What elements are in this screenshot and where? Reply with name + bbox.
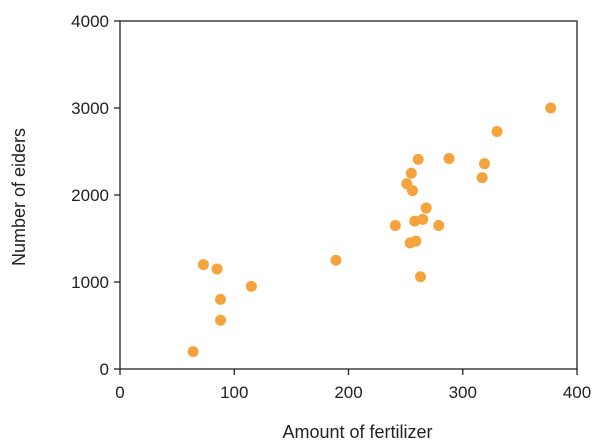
x-tick-label: 300 xyxy=(449,383,477,402)
y-tick-label: 0 xyxy=(100,360,109,379)
data-point xyxy=(187,346,199,358)
data-points xyxy=(187,102,557,358)
y-tick-label: 3000 xyxy=(71,99,109,118)
data-point xyxy=(420,202,432,214)
plot-frame xyxy=(119,20,578,370)
y-axis-title: Number of eiders xyxy=(9,128,29,266)
data-point xyxy=(476,172,488,184)
data-point xyxy=(410,235,422,247)
data-point xyxy=(491,125,503,137)
data-point xyxy=(215,293,227,305)
data-point xyxy=(433,219,445,231)
data-point xyxy=(197,259,209,271)
x-tick-label: 100 xyxy=(220,383,248,402)
x-tick-label: 200 xyxy=(334,383,362,402)
data-point xyxy=(389,219,401,231)
data-point xyxy=(330,254,342,266)
x-axis-title: Amount of fertilizer xyxy=(282,422,432,442)
data-point xyxy=(443,152,455,164)
data-point xyxy=(215,314,227,326)
axes xyxy=(119,20,578,370)
data-point xyxy=(412,153,424,165)
x-tick-label: 400 xyxy=(563,383,591,402)
x-tick-label: 0 xyxy=(115,383,124,402)
data-point xyxy=(417,213,429,225)
y-tick-label: 1000 xyxy=(71,273,109,292)
data-point xyxy=(478,158,490,170)
data-point xyxy=(545,102,557,114)
y-tick-label: 2000 xyxy=(71,186,109,205)
y-tick-label: 4000 xyxy=(71,12,109,31)
data-point xyxy=(245,280,257,292)
data-point xyxy=(405,167,417,179)
data-point xyxy=(406,185,418,197)
data-point xyxy=(414,271,426,283)
data-point xyxy=(211,263,223,275)
